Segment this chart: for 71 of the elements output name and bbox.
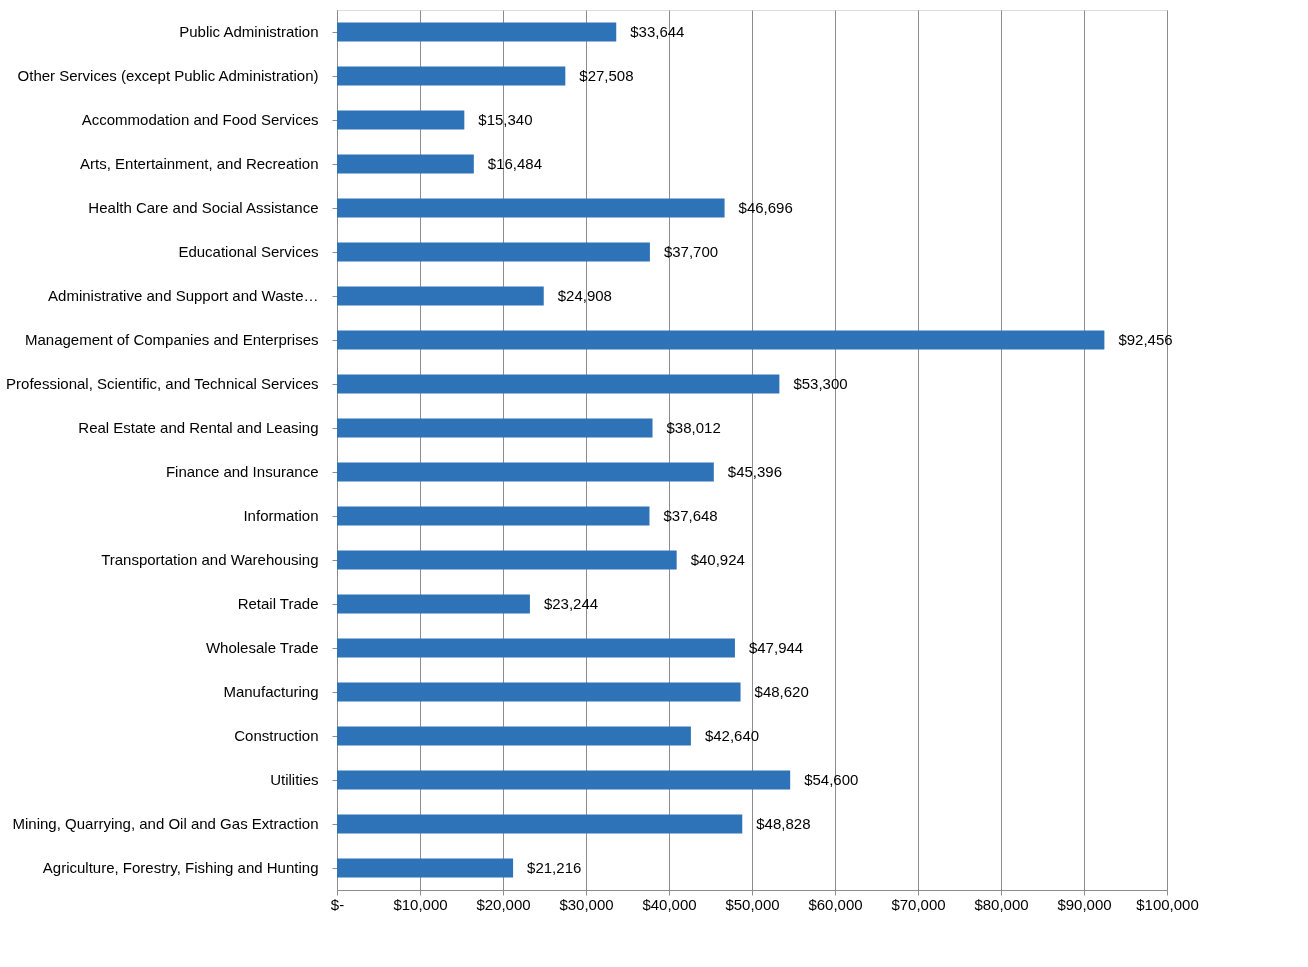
bar [337,22,617,42]
x-tick-label: $70,000 [891,895,946,913]
y-tick-label: Finance and Insurance [165,463,319,480]
y-tick-label: Agriculture, Forestry, Fishing and Hunting [42,859,319,876]
bar [337,154,474,174]
data-label: $54,600 [804,771,859,788]
y-tick-label: Transportation and Warehousing [101,551,319,568]
y-tick-label: Mining, Quarrying, and Oil and Gas Extraction [12,815,319,832]
x-tick-label: $20,000 [476,895,531,913]
data-label: $42,640 [704,727,760,744]
y-tick-label: Retail Trade [237,595,319,612]
bar [337,462,714,482]
data-label: $37,648 [663,507,718,524]
data-label: $53,300 [793,375,848,392]
bar [337,770,791,790]
data-label: $47,944 [748,639,804,656]
data-label: $21,216 [527,859,582,876]
y-tick-label: Professional, Scientific, and Technical Services [6,375,319,392]
data-label: $15,340 [478,111,533,128]
bar [337,638,735,658]
x-tick-label: $60,000 [808,895,863,913]
bar [337,330,1105,350]
bar [337,550,677,570]
data-label: $16,484 [487,155,543,172]
bar [337,418,653,438]
bar [337,66,566,86]
data-label: $40,924 [690,551,745,568]
data-label: $27,508 [579,67,634,84]
x-tick-label: $80,000 [974,895,1029,913]
y-tick-label: Utilities [270,771,319,788]
bar [337,242,650,262]
bar [337,682,741,702]
x-tick-label: $100,000 [1136,895,1199,913]
bar [337,726,691,746]
data-label: $38,012 [666,419,721,436]
data-label: $46,696 [738,199,793,216]
bar [337,594,530,614]
data-label: $23,244 [543,595,599,612]
data-label: $37,700 [663,243,719,260]
bar [337,198,725,218]
x-tick-label: $30,000 [559,895,614,913]
data-label: $45,396 [727,463,783,480]
y-tick-label: Manufacturing [223,683,319,700]
bar [337,374,780,394]
y-tick-label: Educational Services [178,243,319,260]
y-tick-label: Accommodation and Food Services [81,111,319,128]
y-tick-label: Arts, Entertainment, and Recreation [80,155,319,172]
y-tick-label: Management of Companies and Enterprises [25,331,319,348]
data-label: $24,908 [557,287,612,304]
bar [337,858,514,878]
x-tick-label: $- [330,895,345,913]
y-tick-label: Administrative and Support and Waste… [48,287,319,304]
y-tick-label: Other Services (except Public Administration) [17,67,319,84]
y-tick-label: Real Estate and Rental and Leasing [78,419,319,436]
bar [337,110,465,130]
x-tick-label: $40,000 [642,895,697,913]
y-tick-label: Health Care and Social Assistance [88,199,319,216]
y-tick-label: Wholesale Trade [205,639,319,656]
x-tick-label: $90,000 [1057,895,1112,913]
y-tick-label: Public Administration [179,23,319,40]
y-tick-label: Information [243,507,319,524]
data-label: $48,620 [754,683,809,700]
data-label: $33,644 [630,23,685,40]
data-label: $48,828 [756,815,811,832]
data-label: $92,456 [1118,331,1173,348]
x-tick-label: $10,000 [393,895,448,913]
bar [337,506,650,526]
x-tick-label: $50,000 [725,895,780,913]
bar [337,814,743,834]
y-tick-label: Construction [234,727,319,744]
bar [337,286,544,306]
